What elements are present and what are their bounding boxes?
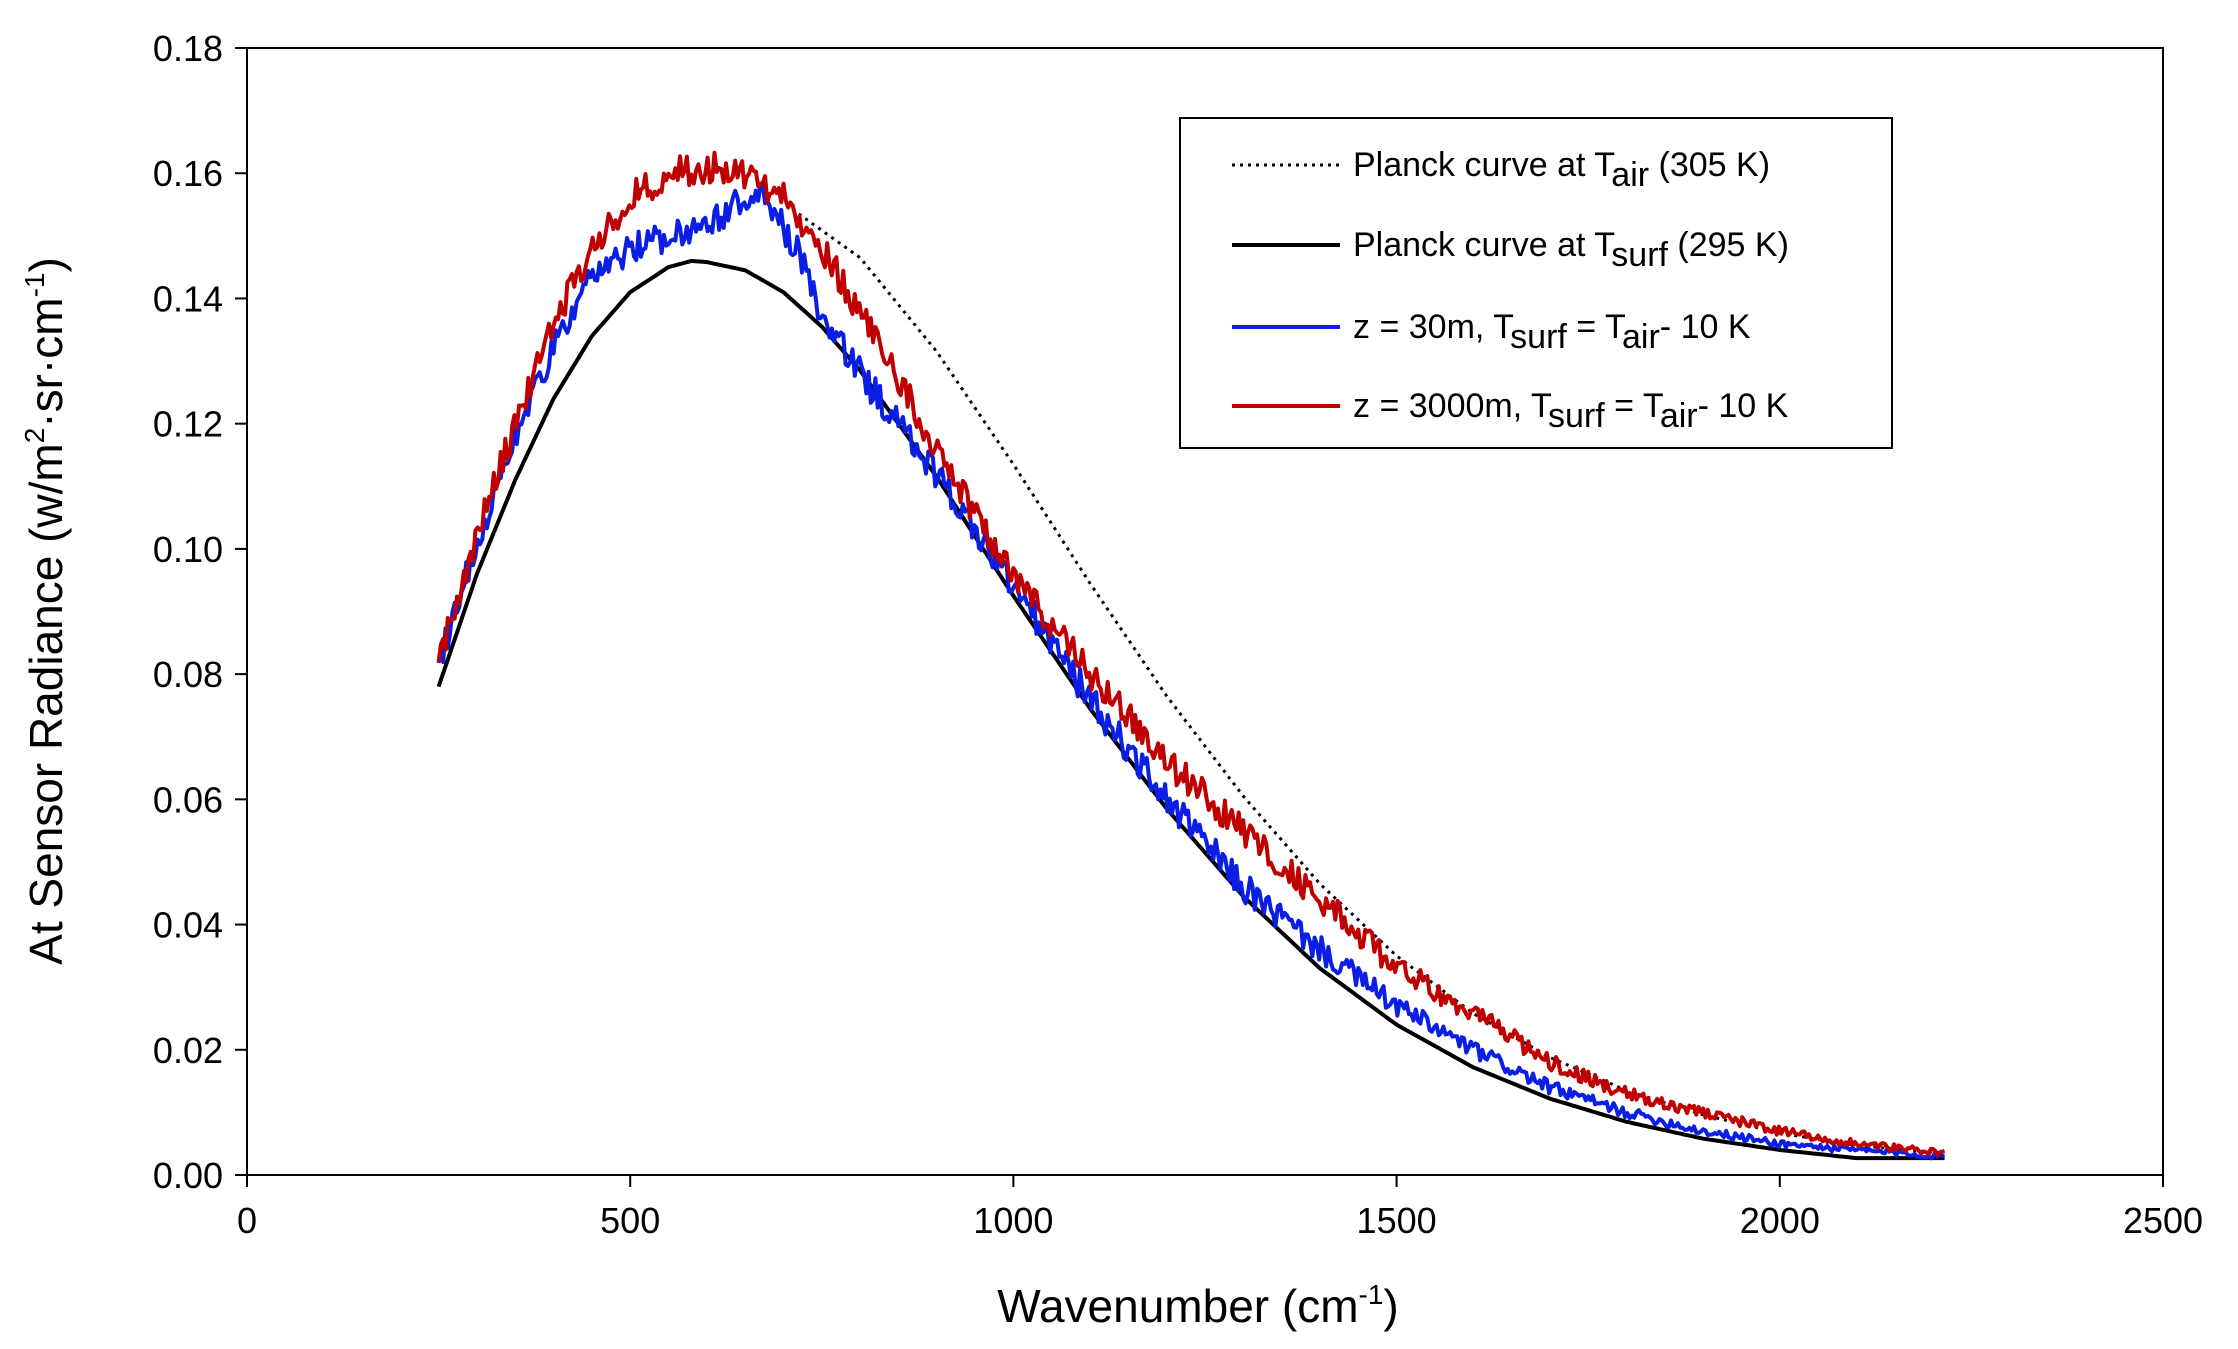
y-tick-label: 0.00 (153, 1155, 223, 1196)
y-tick-label: 0.02 (153, 1030, 223, 1071)
series-line-z30 (436, 181, 1945, 1161)
x-tick-label: 500 (600, 1200, 660, 1241)
legend-box (1179, 117, 1893, 449)
plot-frame (246, 47, 2164, 1176)
x-tick-label: 0 (237, 1200, 257, 1241)
y-tick-label: 0.16 (153, 153, 223, 194)
legend-label-planck-air: Planck curve at Tair (305 K) (1353, 146, 1770, 194)
y-tick-label: 0.08 (153, 654, 223, 695)
y-tick-label: 0.14 (153, 278, 223, 319)
y-tick-label: 0.06 (153, 779, 223, 820)
y-tick-label: 0.04 (153, 905, 223, 946)
y-axis-title: At Sensor Radiance (w/m2·sr·cm-1) (19, 257, 72, 965)
y-tick-label: 0.18 (153, 28, 223, 69)
y-axis: 0.00 0.02 0.04 0.06 0.08 0.10 0.12 0.14 0.16 0.18 (153, 28, 247, 1196)
y-tick-label: 0.12 (153, 404, 223, 445)
legend: Planck curve at Tair (305 K) Planck curv… (1179, 117, 1893, 449)
x-axis-title: Wavenumber (cm-1) (997, 1279, 1399, 1332)
x-axis: 0 500 1000 1500 2000 2500 (237, 1175, 2203, 1241)
series-line-z3000 (436, 150, 1946, 1158)
x-tick-label: 1500 (1357, 1200, 1437, 1241)
x-tick-label: 1000 (973, 1200, 1053, 1241)
series-layer (436, 150, 1946, 1161)
legend-label-planck-surf: Planck curve at Tsurf (295 K) (1353, 226, 1789, 274)
x-tick-label: 2500 (2123, 1200, 2203, 1241)
legend-label-z3000: z = 3000m, Tsurf = Tair- 10 K (1353, 387, 1789, 435)
series-line-planck_air (797, 212, 1945, 1155)
legend-label-z30: z = 30m, Tsurf = Tair- 10 K (1353, 308, 1751, 356)
x-tick-label: 2000 (1740, 1200, 1820, 1241)
y-tick-label: 0.10 (153, 529, 223, 570)
